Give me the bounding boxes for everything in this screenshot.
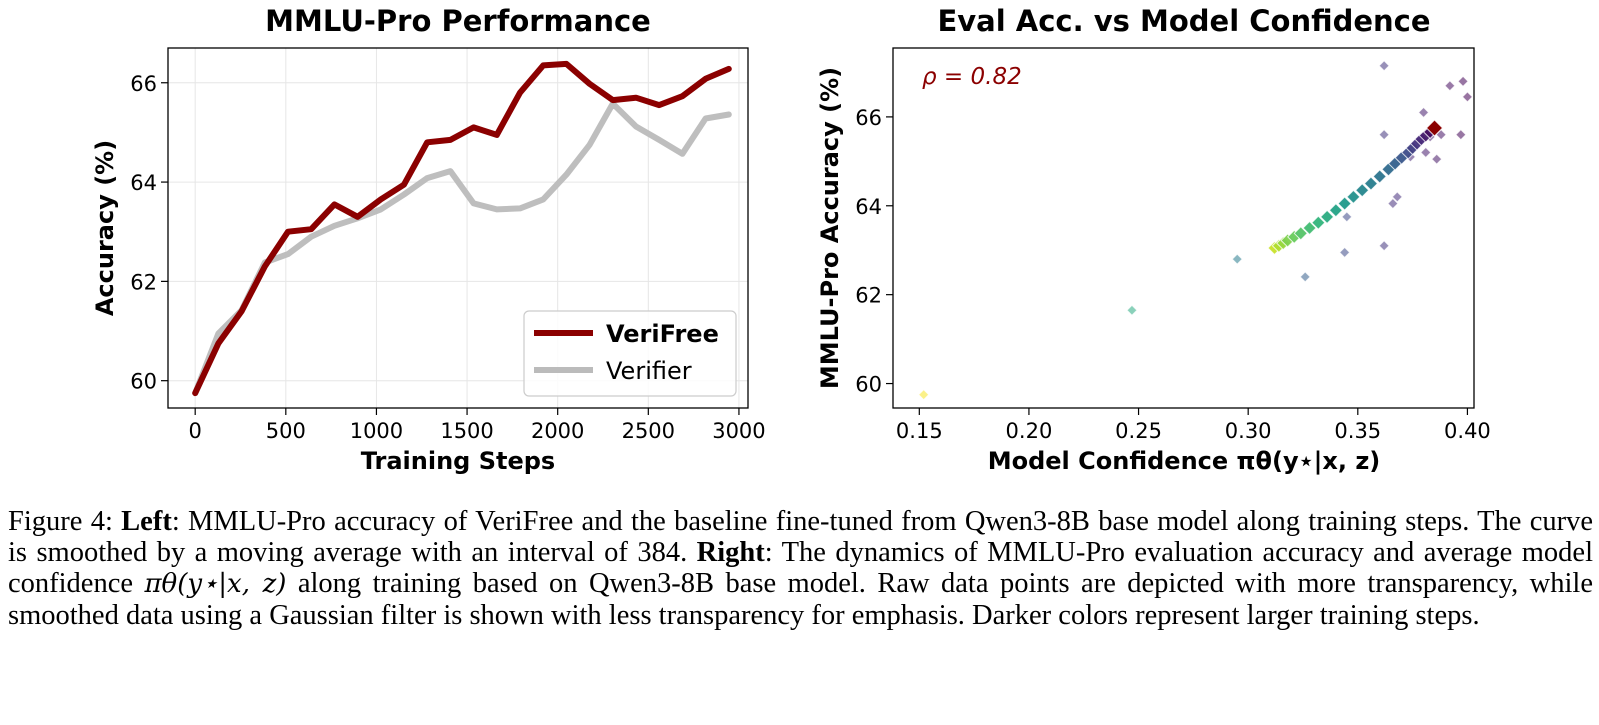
caption-left-text: : MMLU-Pro accuracy of VeriFree and the … [8, 506, 1594, 568]
correlation-annotation: ρ = 0.82 [922, 64, 1022, 90]
right-x-tick-label: 0.40 [1444, 419, 1491, 443]
raw-data-point [1391, 191, 1403, 203]
smoothed-data-point [1346, 189, 1361, 205]
right-y-tick-label: 64 [855, 195, 882, 219]
left-legend: VeriFree Verifier [523, 310, 737, 397]
legend-label-verifier: Verifier [606, 357, 692, 385]
right-x-tick-label: 0.15 [896, 419, 943, 443]
smoothed-data-point [1354, 183, 1370, 198]
right-x-tick-label: 0.35 [1334, 419, 1381, 443]
raw-data-point [1420, 146, 1432, 159]
left-x-tick-label: 500 [266, 419, 306, 443]
caption-left-heading: Left [121, 506, 172, 537]
smoothed-data-point [1363, 176, 1379, 191]
left-series-lines [192, 60, 732, 397]
series-line-verifier [192, 100, 732, 397]
raw-data-point [1417, 106, 1430, 119]
legend-label-verifree: VeriFree [606, 320, 719, 348]
left-y-tick-label: 64 [130, 171, 157, 195]
raw-data-point [1299, 271, 1311, 283]
right-plot-frame [892, 47, 1475, 409]
raw-data-point [1431, 153, 1443, 165]
left-chart: MMLU-Pro Performance 0 500 1000 1500 2000 250… [91, 4, 766, 475]
smoothed-data-point [1293, 226, 1309, 241]
raw-data-point [1378, 60, 1390, 72]
figure: MMLU-Pro Performance 0 500 1000 1500 2000 250… [91, 4, 1491, 475]
right-y-axis-label: MMLU-Pro Accuracy (%) [816, 67, 844, 389]
right-y-tick-label: 60 [855, 373, 882, 397]
caption-right-heading: Right [696, 537, 765, 568]
left-plot-frame [167, 47, 749, 409]
final-smoothed-point [1425, 119, 1444, 137]
raw-data-point [1457, 75, 1469, 88]
left-chart-title: MMLU-Pro Performance [265, 4, 651, 38]
left-x-tick-label: 3000 [712, 419, 765, 443]
raw-data-point [1231, 253, 1243, 265]
smoothed-data-point [1372, 169, 1387, 184]
caption-right-text-1: : The dynamics of MMLU-Pro evaluation ac… [8, 537, 1593, 599]
smoothed-data-point [1328, 203, 1344, 218]
raw-data-point [1455, 128, 1467, 141]
smoothed-data-point [1319, 209, 1335, 225]
caption-label: Figure 4: [8, 506, 113, 537]
raw-data-point [1126, 304, 1138, 316]
right-x-tick-label: 0.20 [1006, 419, 1053, 443]
left-y-tick-label: 60 [130, 370, 157, 394]
raw-data-point [1444, 80, 1456, 92]
right-x-tick-label: 0.30 [1225, 419, 1272, 443]
left-y-tick-label: 62 [130, 270, 157, 294]
left-x-tick-label: 2000 [531, 419, 584, 443]
right-chart-title: Eval Acc. vs Model Confidence [937, 4, 1430, 38]
right-y-ticks: 60 62 64 66 [855, 106, 893, 397]
right-chart: Eval Acc. vs Model Confidence 0.15 0.20 0.… [816, 4, 1491, 475]
right-y-tick-label: 66 [855, 106, 882, 130]
smoothed-data-point [1311, 215, 1326, 230]
left-y-tick-label: 66 [130, 72, 157, 96]
figure-caption: Figure 4: Left: MMLU-Pro accuracy of Ver… [8, 506, 1593, 631]
left-x-tick-label: 1000 [350, 419, 403, 443]
left-gridlines [168, 48, 748, 408]
caption-right-text-2: along training based on Qwen3-8B base mo… [8, 568, 1593, 631]
left-x-tick-label: 2500 [622, 419, 675, 443]
raw-data-point [1341, 211, 1353, 223]
raw-data-point [1387, 197, 1399, 210]
raw-data-point [1378, 128, 1390, 141]
caption-math-confidence: πθ(y⋆|x, z) [144, 569, 287, 599]
left-y-ticks: 60 62 64 66 [130, 72, 168, 394]
raw-data-point [1461, 91, 1474, 103]
right-x-axis-label: Model Confidence πθ(y⋆|x, z) [988, 447, 1381, 475]
raw-data-point [1338, 246, 1351, 259]
right-y-tick-label: 62 [855, 284, 882, 308]
right-x-ticks: 0.15 0.20 0.25 0.30 0.35 0.40 [896, 408, 1491, 443]
left-x-ticks: 0 500 1000 1500 2000 2500 3000 [189, 408, 766, 443]
series-line-verifree [192, 60, 732, 397]
raw-data-point [917, 388, 930, 401]
right-x-tick-label: 0.25 [1115, 419, 1162, 443]
smoothed-data-point [1337, 196, 1352, 211]
raw-data-point [1378, 240, 1390, 252]
smoothed-data-point [1302, 220, 1317, 236]
left-x-axis-label: Training Steps [361, 447, 555, 475]
left-x-tick-label: 0 [189, 419, 202, 443]
right-scatter-points [917, 60, 1474, 401]
left-x-tick-label: 1500 [440, 419, 493, 443]
left-y-axis-label: Accuracy (%) [91, 140, 119, 316]
